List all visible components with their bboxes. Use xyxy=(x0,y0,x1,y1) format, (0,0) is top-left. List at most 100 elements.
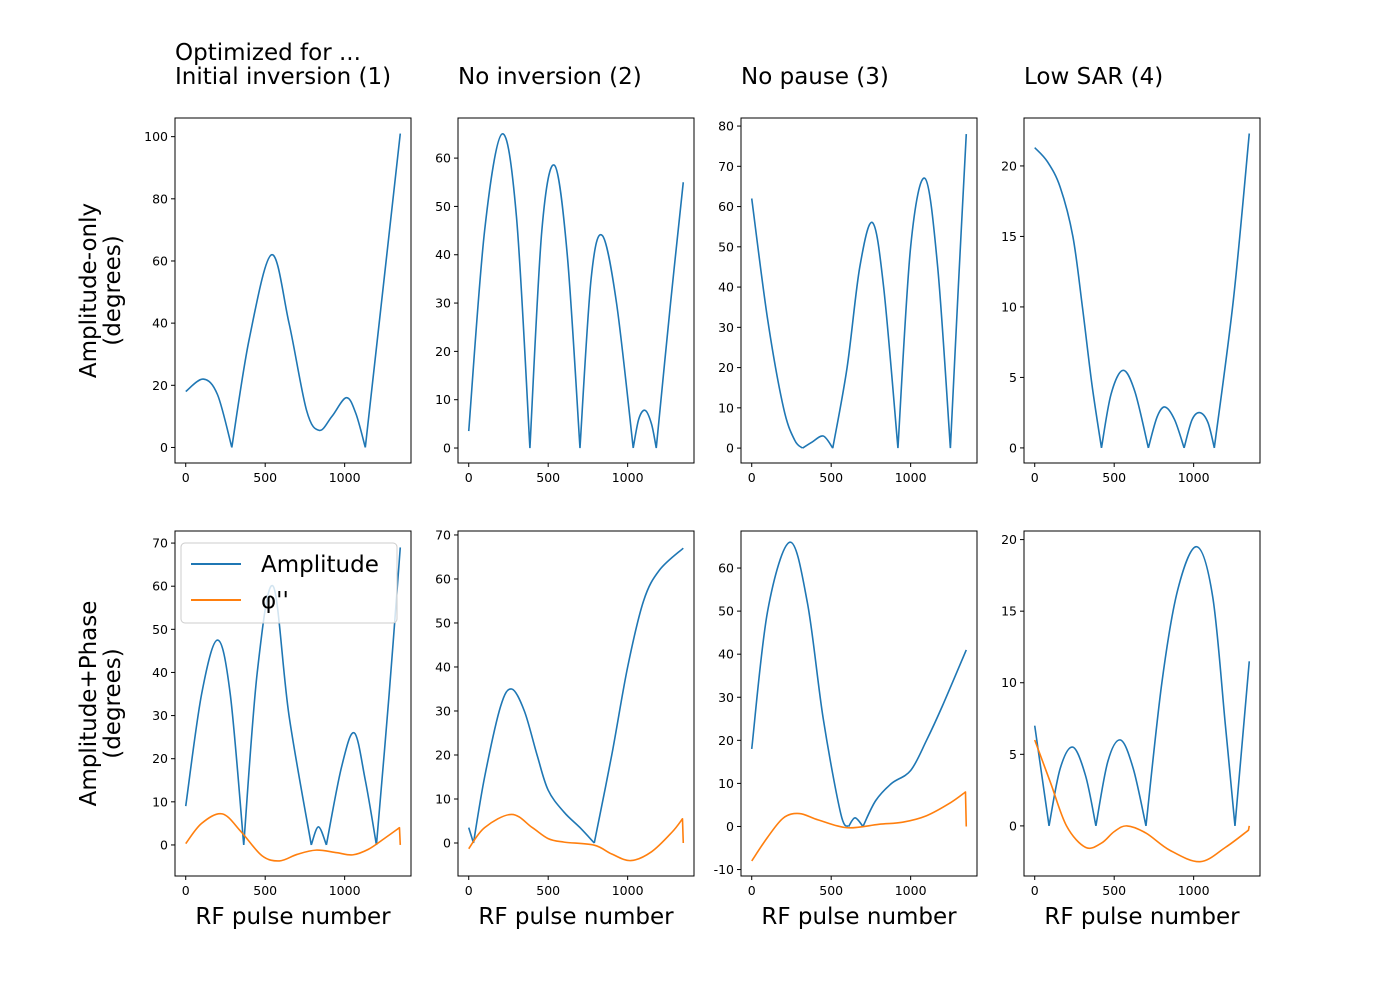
y-tick-label: 10 xyxy=(718,776,734,791)
x-tick-label: 500 xyxy=(253,470,277,485)
y-tick-label: 60 xyxy=(435,151,451,166)
y-tick-label: 20 xyxy=(1001,532,1017,547)
y-tick-label: 30 xyxy=(718,320,734,335)
amplitude-line xyxy=(750,134,968,449)
y-tick-label: 10 xyxy=(1001,675,1017,690)
amplitude-line xyxy=(750,541,968,828)
y-tick-label: 0 xyxy=(160,440,168,455)
y-tick-label: 50 xyxy=(152,622,168,637)
amplitude-line xyxy=(467,133,685,449)
y-tick-label: 0 xyxy=(443,441,451,456)
x-axis-label: RF pulse number xyxy=(761,904,957,930)
row-label-line: (degrees) xyxy=(100,235,126,346)
y-tick-label: 15 xyxy=(1001,604,1017,619)
x-tick-label: 0 xyxy=(1031,470,1039,485)
x-tick-label: 1000 xyxy=(329,470,361,485)
y-tick-label: 20 xyxy=(718,733,734,748)
y-tick-label: 0 xyxy=(160,837,168,852)
column-title: No pause (3) xyxy=(741,64,889,90)
x-tick-label: 0 xyxy=(748,470,756,485)
y-tick-label: 40 xyxy=(152,665,168,680)
x-tick-label: 1000 xyxy=(329,883,361,898)
subplot-r2-c3: 0 500 1000 -10 0 10 20 30 40 50 60 RF pulse number xyxy=(714,530,978,930)
axes-frame xyxy=(174,117,412,464)
y-tick-label: 20 xyxy=(152,378,168,393)
x-tick-label: 500 xyxy=(819,883,843,898)
amplitude-line xyxy=(467,547,684,844)
axes-frame xyxy=(740,530,978,877)
legend-label: φ'' xyxy=(261,588,289,614)
x-tick-label: 1000 xyxy=(612,883,644,898)
subplot-r1-c3: 0 500 1000 0 10 20 30 40 50 60 70 80 xyxy=(718,118,978,485)
x-axis-label: RF pulse number xyxy=(195,904,391,930)
axes-frame xyxy=(1023,117,1261,464)
x-tick-label: 0 xyxy=(182,883,190,898)
y-tick-label: 50 xyxy=(718,239,734,254)
legend: Amplitude φ'' xyxy=(180,542,398,624)
legend-label: Amplitude xyxy=(261,552,379,578)
y-tick-label: 0 xyxy=(726,441,734,456)
phase-line xyxy=(185,812,402,862)
y-tick-label: 70 xyxy=(718,159,734,174)
y-tick-label: 0 xyxy=(443,835,451,850)
y-tick-label: 40 xyxy=(718,647,734,662)
subplot-r1-c2: 0 500 1000 0 10 20 30 40 50 60 xyxy=(435,118,695,485)
y-tick-label: 60 xyxy=(152,579,168,594)
x-tick-label: 0 xyxy=(465,883,473,898)
x-tick-label: 0 xyxy=(748,883,756,898)
y-tick-label: -10 xyxy=(714,862,734,877)
x-axis-label: RF pulse number xyxy=(478,904,674,930)
y-tick-label: 50 xyxy=(718,604,734,619)
y-tick-label: 20 xyxy=(435,344,451,359)
y-tick-label: 50 xyxy=(435,615,451,630)
y-tick-label: 60 xyxy=(152,253,168,268)
row-label: Amplitude+Phase(degrees) xyxy=(76,601,126,807)
row-label: Amplitude-only(degrees) xyxy=(76,203,126,378)
x-tick-label: 1000 xyxy=(1178,883,1210,898)
y-tick-label: 10 xyxy=(718,400,734,415)
y-tick-label: 80 xyxy=(718,119,734,134)
x-tick-label: 1000 xyxy=(895,470,927,485)
axes-frame xyxy=(1023,530,1261,877)
y-tick-label: 0 xyxy=(726,819,734,834)
x-tick-label: 1000 xyxy=(612,470,644,485)
y-tick-label: 10 xyxy=(435,791,451,806)
y-tick-label: 20 xyxy=(1001,158,1017,173)
y-tick-label: 40 xyxy=(435,659,451,674)
axes-frame xyxy=(457,530,695,877)
x-tick-label: 500 xyxy=(819,470,843,485)
x-tick-label: 0 xyxy=(182,470,190,485)
y-tick-label: 40 xyxy=(435,247,451,262)
subplot-r1-c4: 0 500 1000 0 5 10 15 20 xyxy=(1001,117,1261,485)
row-label-line: Amplitude-only xyxy=(76,203,102,378)
amplitude-line xyxy=(1034,133,1251,449)
x-tick-label: 1000 xyxy=(895,883,927,898)
y-tick-label: 20 xyxy=(718,360,734,375)
y-tick-label: 30 xyxy=(435,296,451,311)
y-tick-label: 20 xyxy=(435,747,451,762)
x-tick-label: 500 xyxy=(253,883,277,898)
subplot-r1-c1: 0 500 1000 0 20 40 60 80 100 xyxy=(144,117,412,485)
y-tick-label: 60 xyxy=(718,561,734,576)
y-tick-label: 100 xyxy=(144,129,168,144)
x-axis-label: RF pulse number xyxy=(1044,904,1240,930)
x-tick-label: 500 xyxy=(1102,470,1126,485)
x-tick-label: 0 xyxy=(1031,883,1039,898)
y-tick-label: 30 xyxy=(152,708,168,723)
x-tick-label: 0 xyxy=(465,470,473,485)
subplot-r2-c1: 0 500 1000 0 10 20 30 40 50 60 70 RF pulse number Am… xyxy=(152,530,412,930)
y-tick-label: 5 xyxy=(1009,370,1017,385)
y-tick-label: 80 xyxy=(152,191,168,206)
amplitude-line xyxy=(185,133,402,448)
x-tick-label: 500 xyxy=(536,883,560,898)
y-tick-label: 0 xyxy=(1009,440,1017,455)
subplot-r2-c2: 0 500 1000 0 10 20 30 40 50 60 70 RF pulse number xyxy=(435,527,695,930)
y-tick-label: 30 xyxy=(718,690,734,705)
column-title: Initial inversion (1) xyxy=(175,64,391,90)
axes-frame xyxy=(174,530,412,877)
y-tick-label: 50 xyxy=(435,199,451,214)
y-tick-label: 10 xyxy=(1001,299,1017,314)
x-tick-label: 500 xyxy=(536,470,560,485)
phase-line xyxy=(468,813,685,862)
